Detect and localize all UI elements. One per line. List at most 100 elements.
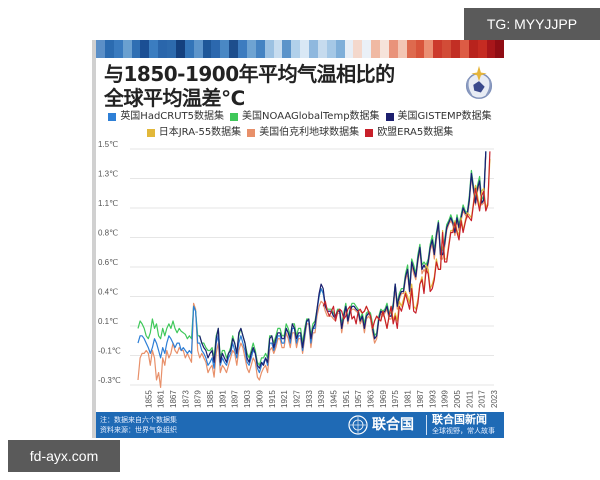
watermark-site: fd-ayx.com xyxy=(8,440,120,472)
warming-stripe xyxy=(211,40,221,58)
legend-item: 日本JRA-55数据集 xyxy=(146,126,242,140)
warming-stripe xyxy=(397,40,407,58)
x-tick-label: 1897 xyxy=(231,390,240,408)
warming-stripe xyxy=(309,40,318,58)
watermark-tg: TG: MYYJJPP xyxy=(464,8,600,40)
source-note: 资料来源：世界气象组织 xyxy=(100,426,177,434)
y-tick-label: 0.4℃ xyxy=(98,288,118,297)
legend-label: 美国GISTEMP数据集 xyxy=(397,111,492,122)
x-tick-label: 1999 xyxy=(441,390,450,408)
warming-stripe xyxy=(362,40,372,58)
warming-stripe xyxy=(415,40,425,58)
legend-swatch-icon xyxy=(146,129,155,137)
warming-stripe xyxy=(468,40,478,58)
legend-swatch-icon xyxy=(230,113,239,121)
x-tick-label: 1981 xyxy=(404,390,413,408)
warming-stripe xyxy=(459,40,469,58)
y-tick-label: 1.1℃ xyxy=(98,199,118,208)
title-line-1: 与1850-1900年平均气温相比的 xyxy=(104,62,395,86)
un-emblem-icon xyxy=(348,415,368,435)
x-tick-label: 1879 xyxy=(194,390,203,408)
warming-stripe xyxy=(193,40,203,58)
warming-stripe xyxy=(202,40,212,58)
warming-stripe xyxy=(246,40,256,58)
y-tick-label: 0.1℃ xyxy=(98,317,118,326)
legend-item: 美国GISTEMP数据集 xyxy=(385,110,492,124)
x-tick-label: 1969 xyxy=(379,390,388,408)
x-tick-label: 1963 xyxy=(367,390,376,408)
y-tick-label: 1.3℃ xyxy=(98,170,118,179)
y-tick-label: -0.1℃ xyxy=(98,347,121,356)
warming-stripes-banner xyxy=(96,40,505,58)
warming-stripe xyxy=(149,40,159,58)
footer-divider xyxy=(426,415,427,435)
warming-stripe xyxy=(282,40,292,58)
warming-stripe xyxy=(326,40,336,58)
title-line-2: 全球平均温差℃ xyxy=(104,86,245,110)
warming-stripe xyxy=(495,40,505,58)
infographic-card: 与1850-1900年平均气温相比的 全球平均温差℃ 英国HadCRUT5数据集… xyxy=(92,40,505,438)
warming-stripe xyxy=(335,40,345,58)
legend-label: 英国HadCRUT5数据集 xyxy=(120,111,225,122)
warming-stripe xyxy=(477,40,487,58)
x-tick-label: 1993 xyxy=(428,390,437,408)
y-tick-label: 0.6℃ xyxy=(98,258,118,267)
warming-stripe xyxy=(317,40,327,58)
legend-label: 日本JRA-55数据集 xyxy=(158,127,242,138)
y-tick-label: 1.5℃ xyxy=(98,140,118,149)
un-name: 联合国 xyxy=(372,417,414,433)
legend-swatch-icon xyxy=(365,129,374,137)
legend-item: 欧盟ERA5数据集 xyxy=(365,126,453,140)
x-tick-label: 2023 xyxy=(490,390,499,408)
warming-stripe xyxy=(113,40,123,58)
x-tick-label: 1891 xyxy=(218,390,227,408)
warming-stripe xyxy=(264,40,274,58)
x-tick-label: 2011 xyxy=(465,390,474,408)
warming-stripe xyxy=(104,40,114,58)
series-line xyxy=(137,155,487,388)
series-line xyxy=(137,151,487,374)
warming-stripe xyxy=(184,40,194,58)
warming-stripe xyxy=(158,40,167,58)
image-border xyxy=(92,40,96,438)
x-tick-label: 1885 xyxy=(206,390,215,408)
x-tick-label: 1957 xyxy=(354,390,363,408)
legend-item: 英国HadCRUT5数据集 xyxy=(108,110,224,124)
legend-label: 欧盟ERA5数据集 xyxy=(377,127,454,138)
legend-swatch-icon xyxy=(385,113,394,121)
x-tick-label: 1987 xyxy=(416,390,425,408)
legend-item: 美国伯克利地球数据集 xyxy=(247,126,359,140)
x-tick-label: 2005 xyxy=(453,390,462,408)
y-tick-label: 0.8℃ xyxy=(98,229,118,238)
x-tick-label: 1939 xyxy=(317,390,326,408)
x-tick-label: 1915 xyxy=(268,390,277,408)
line-chart: 1.5℃ 1.3℃ 1.1℃ 0.8℃ 0.6℃ 0.4℃ 0.1℃ -0.1℃ -0.3℃ 18… xyxy=(98,140,499,408)
footer-bar: 注：数据来自六个数据集 资料来源：世界气象组织 联合国 联合国新闻 全球视野，常… xyxy=(96,412,504,438)
warming-stripe xyxy=(140,40,150,58)
x-tick-label: 1945 xyxy=(329,390,338,408)
x-tick-label: 1909 xyxy=(255,390,264,408)
legend-row: 英国HadCRUT5数据集 美国NOAAGlobalTemp数据集 美国GISTEM… xyxy=(96,110,504,126)
x-tick-label: 1933 xyxy=(305,390,314,408)
data-note: 注：数据来自六个数据集 xyxy=(100,416,177,424)
warming-stripe xyxy=(380,40,389,58)
warming-stripe xyxy=(486,40,496,58)
warming-stripe xyxy=(442,40,451,58)
warming-stripe xyxy=(131,40,141,58)
warming-stripe xyxy=(229,40,238,58)
warming-stripe xyxy=(273,40,283,58)
series-line xyxy=(322,151,491,329)
warming-stripe xyxy=(96,40,105,58)
chart-title: 与1850-1900年平均气温相比的 全球平均温差℃ xyxy=(104,62,395,110)
x-tick-label: 1861 xyxy=(157,390,166,408)
warming-stripe xyxy=(291,40,301,58)
warming-stripe xyxy=(433,40,443,58)
x-tick-label: 1927 xyxy=(292,390,301,408)
legend-label: 美国NOAAGlobalTemp数据集 xyxy=(242,111,380,122)
x-tick-label: 1975 xyxy=(391,390,400,408)
legend-row: 日本JRA-55数据集 美国伯克利地球数据集 欧盟ERA5数据集 xyxy=(96,126,504,142)
warming-stripe xyxy=(122,40,132,58)
warming-stripe xyxy=(406,40,416,58)
x-tick-label: 1951 xyxy=(342,390,351,408)
footer-notes: 注：数据来自六个数据集 资料来源：世界气象组织 xyxy=(100,415,177,435)
